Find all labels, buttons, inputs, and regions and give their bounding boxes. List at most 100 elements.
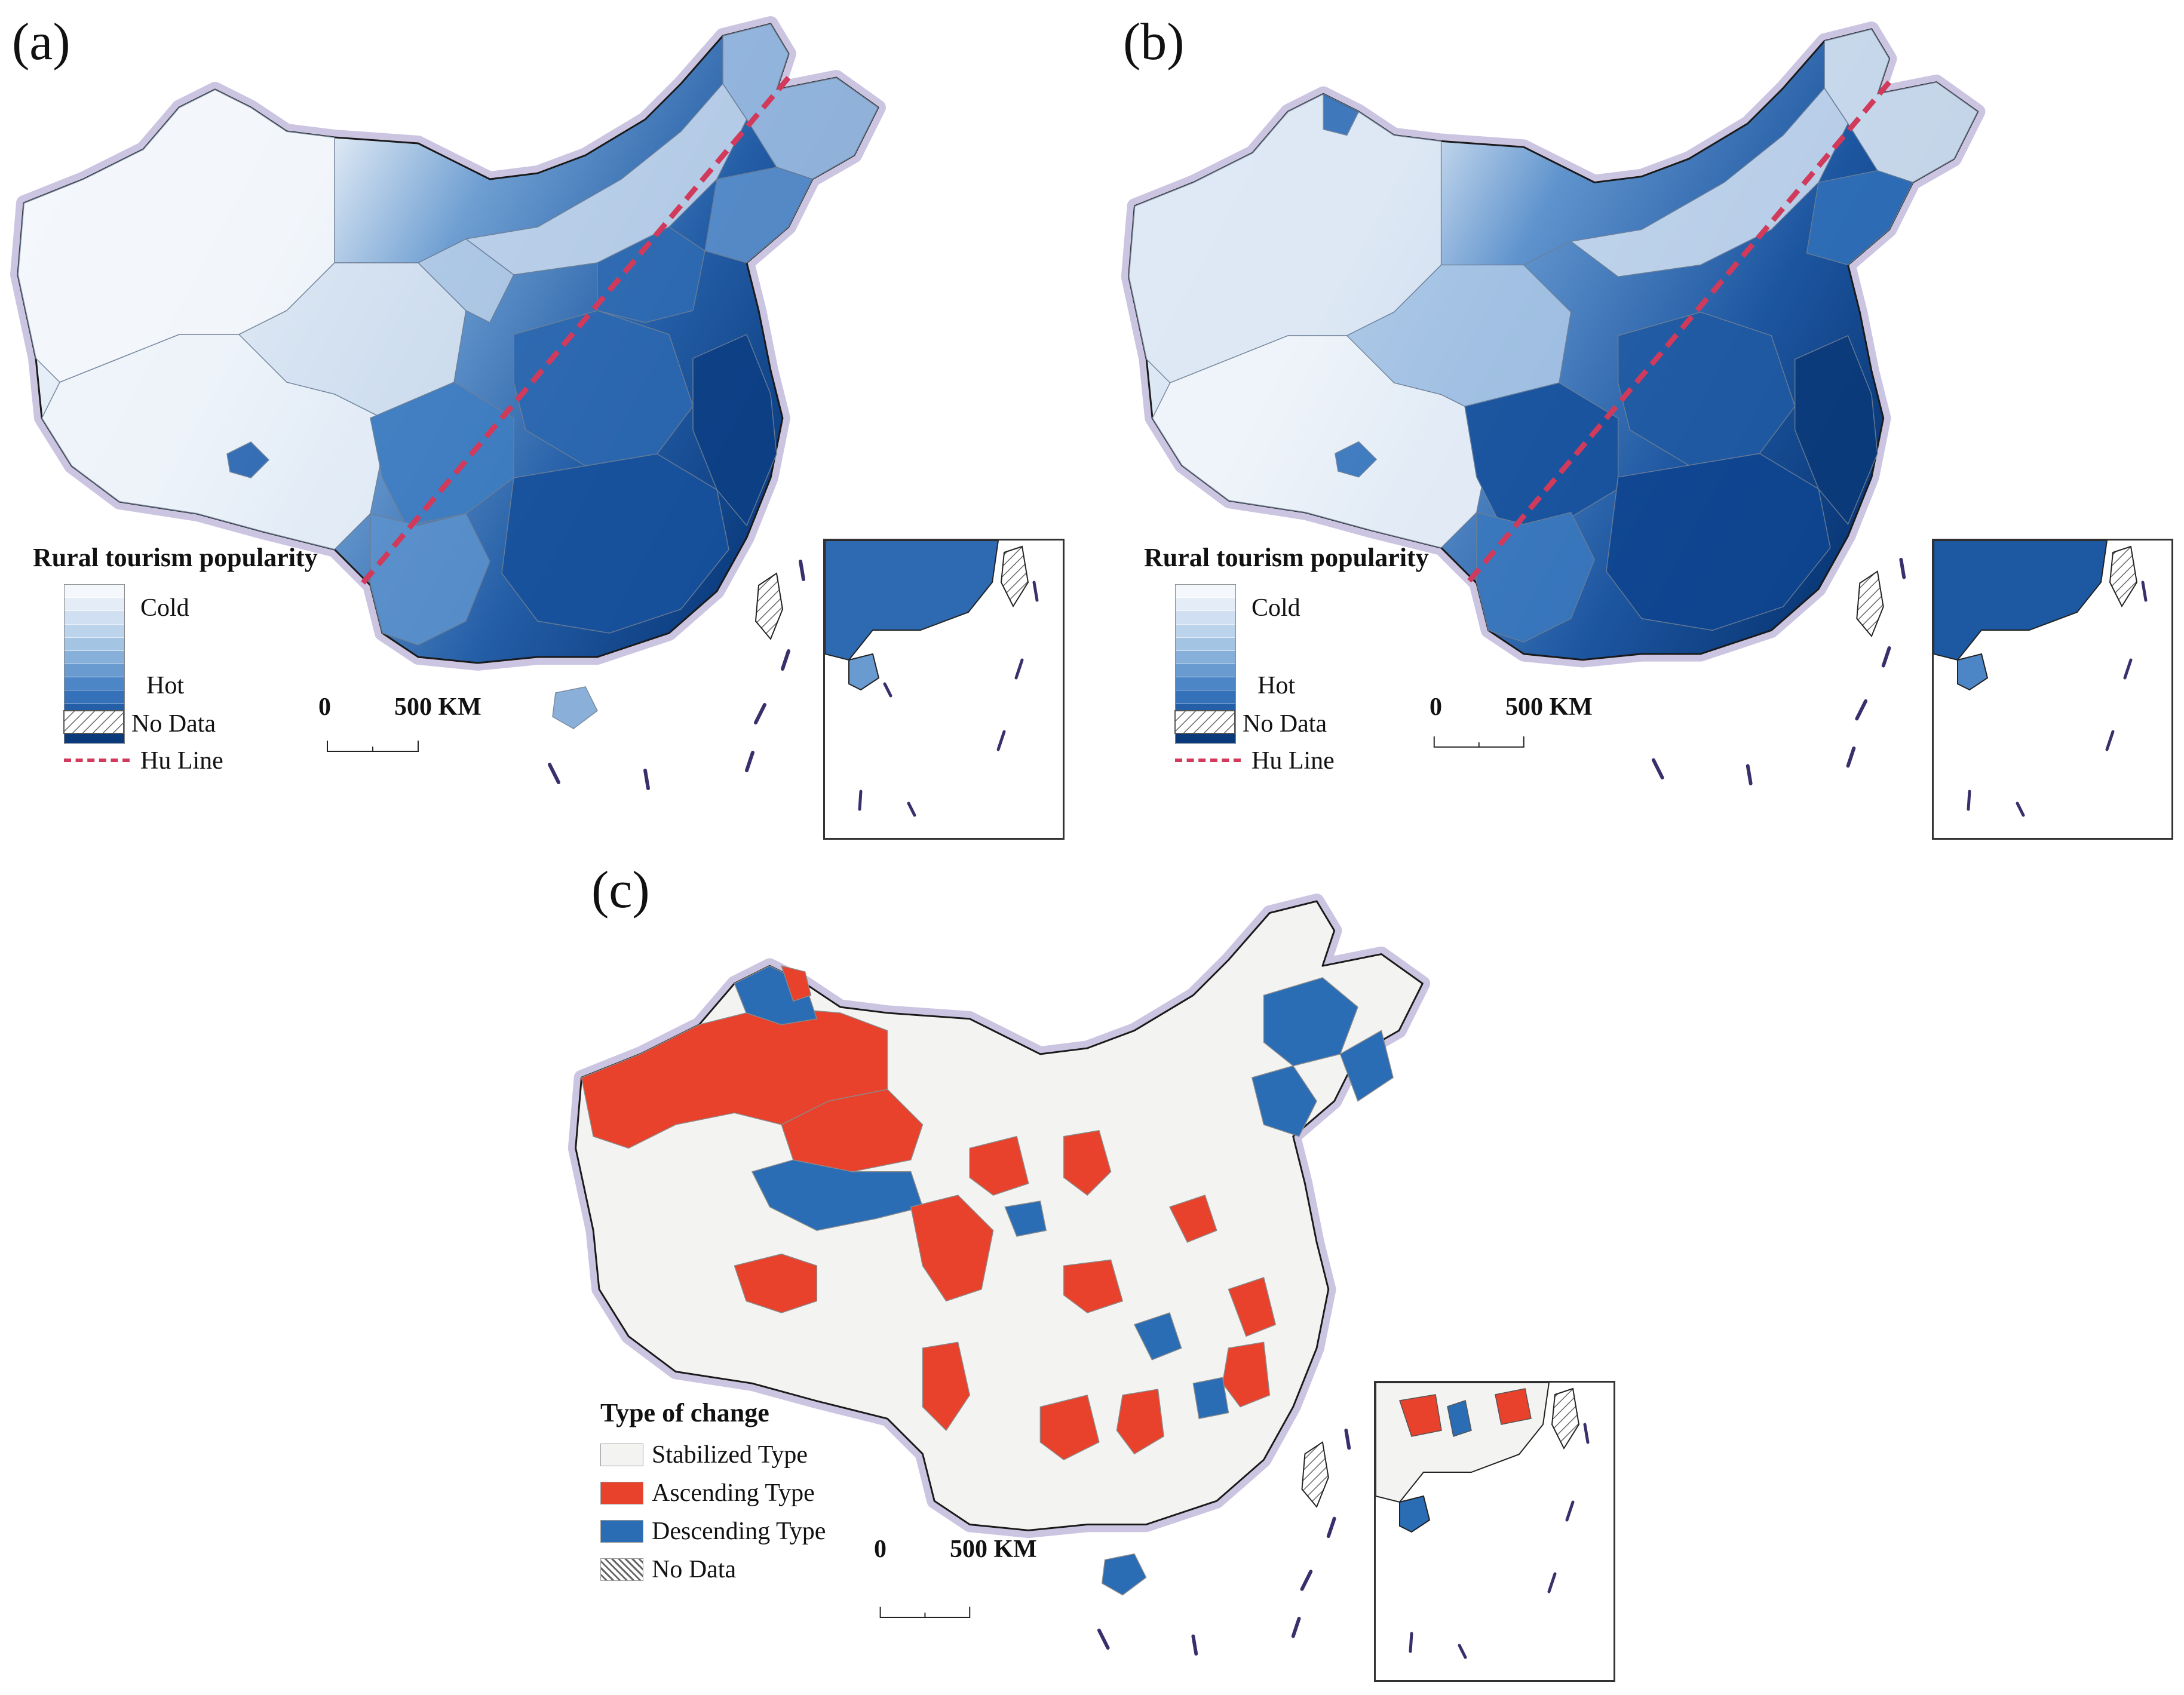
legend-no-data-b: No Data <box>1243 710 1327 738</box>
region-northeast-b <box>1806 170 1914 266</box>
region-jiangsu-asc <box>1228 1277 1277 1337</box>
region-jilin-desc <box>1339 1030 1394 1102</box>
regions-a <box>17 23 879 729</box>
legend-cold-a: Cold <box>140 594 189 622</box>
ramp-step <box>1176 690 1235 704</box>
region-guangxi-asc <box>1039 1395 1100 1461</box>
legend-hu-line-b: Hu Line <box>1251 747 1335 775</box>
change-legend-item: Descending Type <box>600 1517 826 1546</box>
scale-zero-a: 0 <box>318 693 331 721</box>
inset-map-a <box>823 539 1065 840</box>
region-sichuan-asc <box>910 1195 994 1302</box>
ramp-step <box>65 637 124 651</box>
region-yunnan-a <box>370 513 490 646</box>
region-south-b <box>1606 453 1831 631</box>
ramp-step <box>65 650 124 665</box>
scale-zero-c: 0 <box>874 1536 887 1563</box>
popularity-legend-b: Rural tourism popularity Cold Hot No Dat… <box>1144 542 1429 775</box>
change-legend-item: Stabilized Type <box>600 1441 808 1469</box>
panel-a-label: (a) <box>12 13 70 71</box>
region-tibet-hotspot-b <box>1335 441 1378 478</box>
sea-dashes-a <box>548 560 805 790</box>
change-legend-label: Ascending Type <box>652 1479 815 1507</box>
panel-c-label: (c) <box>591 861 650 919</box>
inset-map-c <box>1374 1381 1615 1682</box>
hu-line-swatch-a <box>64 759 130 762</box>
hu-line-a <box>356 76 791 590</box>
ramp-step <box>1176 598 1235 612</box>
region-yunnan-b <box>1476 512 1595 643</box>
region-sichuan-b <box>1464 382 1619 525</box>
region-sichuan-a <box>370 382 514 526</box>
ramp-step <box>65 585 124 598</box>
legend-title-a: Rural tourism popularity <box>33 543 318 572</box>
region-altay-red <box>781 965 812 1002</box>
change-legend-label: No Data <box>652 1556 737 1583</box>
region-yunnan-asc <box>922 1341 971 1432</box>
change-legend-title: Type of change <box>600 1398 769 1427</box>
scale-zero-b: 0 <box>1430 693 1442 721</box>
panel-a: (a) <box>0 0 1087 848</box>
scale-bar-c <box>879 1607 971 1619</box>
region-hubei-asc <box>1063 1259 1124 1313</box>
region-hebei-a <box>597 226 705 323</box>
legend-hu-line-a: Hu Line <box>140 747 223 775</box>
taiwan-c <box>1301 1441 1329 1508</box>
region-tibet-hotspot-a <box>226 441 270 478</box>
legend-no-data-a: No Data <box>131 710 216 738</box>
region-altay-b <box>1323 93 1360 136</box>
legend-hot-a: Hot <box>146 672 184 699</box>
taiwan-b <box>1856 570 1884 638</box>
scale-end-c: 500 KM <box>950 1536 1037 1563</box>
scale-bar-b <box>1433 736 1524 748</box>
region-zhejiang-asc <box>1222 1341 1271 1408</box>
ramp-step <box>65 624 124 638</box>
ramp-step <box>65 677 124 691</box>
regions-c <box>581 965 1394 1596</box>
panel-b-label: (b) <box>1123 13 1185 71</box>
map-b <box>1121 22 1986 785</box>
legend-hot-b: Hot <box>1257 672 1295 699</box>
ramp-step <box>1176 624 1235 638</box>
popularity-legend-a: Rural tourism popularity Cold Hot No Dat… <box>33 542 318 775</box>
ramp-step <box>1176 611 1235 625</box>
no-data-swatch-a <box>63 710 124 734</box>
change-legend-label: Stabilized Type <box>652 1441 808 1469</box>
ramp-step <box>1176 664 1235 678</box>
color-ramp-b <box>1175 584 1236 744</box>
region-south-a <box>501 453 729 634</box>
region-qinghai-b <box>1346 264 1572 419</box>
hu-line-b <box>1462 80 1891 588</box>
ramp-step <box>1176 677 1235 691</box>
region-shanxi-asc <box>1063 1130 1112 1196</box>
region-coast-a <box>692 333 777 527</box>
legend-title-b: Rural tourism popularity <box>1144 543 1429 572</box>
change-legend-swatch <box>600 1444 643 1466</box>
region-shaanxi-asc <box>969 1135 1029 1196</box>
region-qinghai-a <box>238 262 467 419</box>
legend-cold-b: Cold <box>1251 594 1300 622</box>
panel-b: (b) <box>1111 0 2184 848</box>
region-heilongjiang-a <box>722 23 879 180</box>
scale-bar-a <box>327 741 419 752</box>
region-fujian-desc <box>1192 1377 1229 1420</box>
ramp-step <box>65 611 124 625</box>
change-legend-item: No Data <box>600 1555 736 1584</box>
region-hunan-desc <box>1133 1312 1182 1361</box>
region-hainan-desc <box>1101 1553 1147 1596</box>
taiwan-a <box>754 572 784 640</box>
region-heilongjiang-b <box>1824 28 1979 183</box>
hu-line-swatch-b <box>1175 759 1241 762</box>
change-legend-label: Descending Type <box>652 1518 826 1545</box>
region-hainan-a <box>552 686 598 729</box>
region-shandong-asc <box>1168 1195 1217 1243</box>
scale-end-b: 500 KM <box>1505 693 1593 721</box>
regions-b <box>1128 28 1979 643</box>
region-guangdong-asc <box>1116 1389 1164 1455</box>
ramp-step <box>1176 650 1235 665</box>
ramp-step <box>65 598 124 612</box>
change-legend-item: Ascending Type <box>600 1479 815 1507</box>
ramp-step <box>1176 585 1235 598</box>
map-a <box>10 16 886 790</box>
ramp-step <box>65 690 124 704</box>
